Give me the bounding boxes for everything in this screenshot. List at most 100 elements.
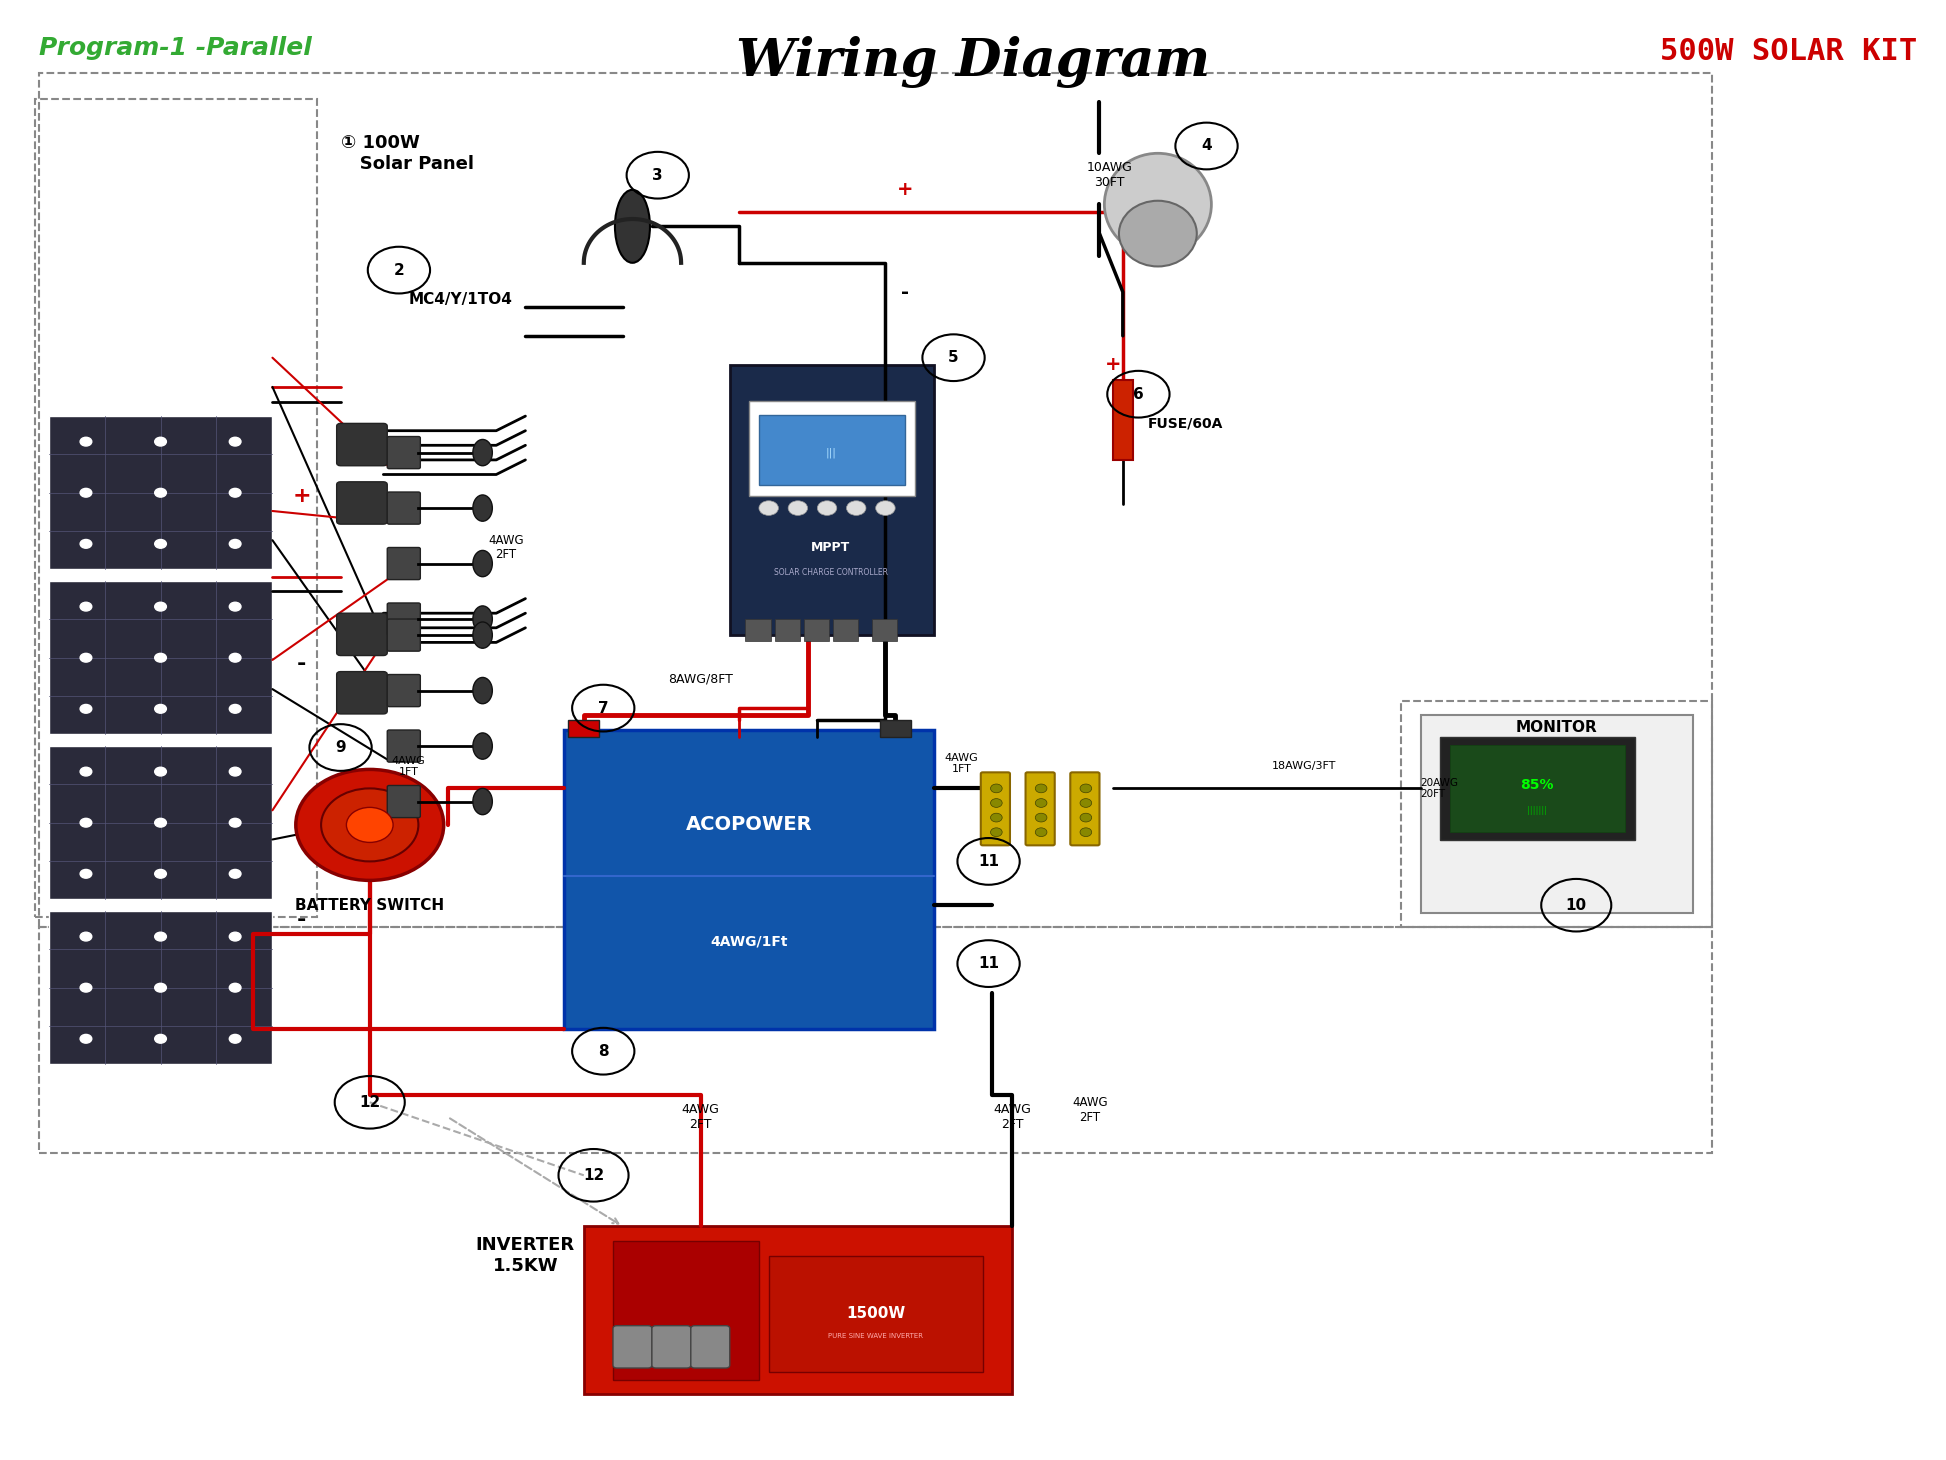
Text: 11: 11: [979, 854, 998, 869]
Text: INVERTER
1.5KW: INVERTER 1.5KW: [477, 1237, 574, 1275]
Text: -: -: [901, 282, 909, 302]
FancyBboxPatch shape: [337, 613, 387, 656]
Text: 4AWG
2FT: 4AWG 2FT: [681, 1102, 720, 1132]
FancyBboxPatch shape: [584, 1226, 1012, 1394]
FancyBboxPatch shape: [759, 415, 905, 485]
FancyBboxPatch shape: [1070, 772, 1099, 845]
Circle shape: [1035, 828, 1047, 837]
FancyBboxPatch shape: [337, 482, 387, 524]
FancyBboxPatch shape: [387, 785, 420, 818]
Circle shape: [1035, 813, 1047, 822]
Ellipse shape: [473, 495, 492, 521]
Text: Program-1 -Parallel: Program-1 -Parallel: [39, 36, 311, 60]
Text: 20AWG
20FT: 20AWG 20FT: [1421, 778, 1460, 799]
Circle shape: [230, 1034, 241, 1042]
Text: 11: 11: [979, 956, 998, 971]
Circle shape: [788, 501, 808, 515]
Circle shape: [156, 540, 167, 549]
Ellipse shape: [473, 622, 492, 648]
Ellipse shape: [473, 550, 492, 577]
Circle shape: [80, 602, 91, 612]
Circle shape: [1080, 828, 1092, 837]
FancyBboxPatch shape: [387, 603, 420, 635]
Text: 4AWG/1Ft: 4AWG/1Ft: [710, 934, 788, 949]
Ellipse shape: [1119, 201, 1197, 266]
Text: 5: 5: [948, 350, 959, 365]
FancyBboxPatch shape: [745, 619, 771, 641]
Circle shape: [230, 540, 241, 549]
Circle shape: [321, 788, 418, 861]
Circle shape: [230, 438, 241, 447]
Circle shape: [346, 807, 393, 842]
Circle shape: [230, 602, 241, 612]
Text: FUSE/60A: FUSE/60A: [1148, 416, 1224, 431]
FancyBboxPatch shape: [749, 402, 915, 496]
Text: 1500W: 1500W: [847, 1307, 905, 1321]
Circle shape: [156, 705, 167, 714]
FancyBboxPatch shape: [387, 492, 420, 524]
FancyBboxPatch shape: [691, 1326, 730, 1368]
Text: 18AWG/3FT: 18AWG/3FT: [1271, 762, 1337, 771]
Circle shape: [156, 984, 167, 993]
Text: +: +: [897, 180, 913, 200]
FancyBboxPatch shape: [387, 548, 420, 580]
Text: |||||||: |||||||: [1528, 806, 1547, 815]
FancyBboxPatch shape: [1421, 715, 1693, 912]
Ellipse shape: [473, 606, 492, 632]
FancyBboxPatch shape: [613, 1241, 759, 1380]
Text: 8AWG/8FT: 8AWG/8FT: [667, 673, 734, 685]
Ellipse shape: [473, 439, 492, 466]
Circle shape: [230, 869, 241, 879]
FancyBboxPatch shape: [49, 746, 272, 899]
Text: +: +: [292, 486, 311, 507]
FancyBboxPatch shape: [775, 619, 800, 641]
Text: Wiring Diagram: Wiring Diagram: [736, 36, 1210, 89]
Ellipse shape: [473, 733, 492, 759]
FancyBboxPatch shape: [387, 437, 420, 469]
Circle shape: [80, 1034, 91, 1042]
FancyBboxPatch shape: [564, 730, 934, 1029]
Text: PURE SINE WAVE INVERTER: PURE SINE WAVE INVERTER: [829, 1333, 922, 1339]
FancyBboxPatch shape: [1450, 745, 1625, 832]
FancyBboxPatch shape: [804, 619, 829, 641]
FancyBboxPatch shape: [613, 1326, 652, 1368]
FancyBboxPatch shape: [833, 619, 858, 641]
Circle shape: [230, 766, 241, 775]
Circle shape: [1080, 799, 1092, 807]
FancyBboxPatch shape: [49, 581, 272, 734]
Circle shape: [156, 818, 167, 826]
FancyBboxPatch shape: [872, 619, 897, 641]
Circle shape: [156, 488, 167, 496]
Circle shape: [156, 1034, 167, 1042]
Text: 12: 12: [584, 1168, 603, 1183]
FancyBboxPatch shape: [652, 1326, 691, 1368]
Circle shape: [80, 438, 91, 447]
Text: 4AWG
1FT: 4AWG 1FT: [391, 756, 426, 777]
Ellipse shape: [615, 190, 650, 263]
Circle shape: [1080, 784, 1092, 793]
Text: 4AWG
2FT: 4AWG 2FT: [1072, 1095, 1107, 1124]
Text: BATTERY SWITCH: BATTERY SWITCH: [296, 898, 444, 912]
Text: 3: 3: [652, 168, 664, 182]
Circle shape: [876, 501, 895, 515]
FancyBboxPatch shape: [880, 720, 911, 737]
Text: 12: 12: [360, 1095, 379, 1110]
Text: |||: |||: [825, 447, 837, 458]
Circle shape: [230, 705, 241, 714]
Text: -: -: [298, 654, 306, 675]
Text: ACOPOWER: ACOPOWER: [685, 815, 813, 835]
Circle shape: [991, 813, 1002, 822]
Circle shape: [991, 799, 1002, 807]
FancyBboxPatch shape: [387, 675, 420, 707]
Text: 10AWG
30FT: 10AWG 30FT: [1086, 161, 1133, 190]
FancyBboxPatch shape: [387, 730, 420, 762]
Circle shape: [80, 931, 91, 940]
Text: 9: 9: [335, 740, 346, 755]
Text: 85%: 85%: [1520, 778, 1555, 793]
Text: ① 100W
   Solar Panel: ① 100W Solar Panel: [341, 134, 473, 172]
Text: 10: 10: [1567, 898, 1586, 912]
Ellipse shape: [473, 788, 492, 815]
Circle shape: [80, 818, 91, 826]
Text: 7: 7: [597, 701, 609, 715]
Circle shape: [1080, 813, 1092, 822]
